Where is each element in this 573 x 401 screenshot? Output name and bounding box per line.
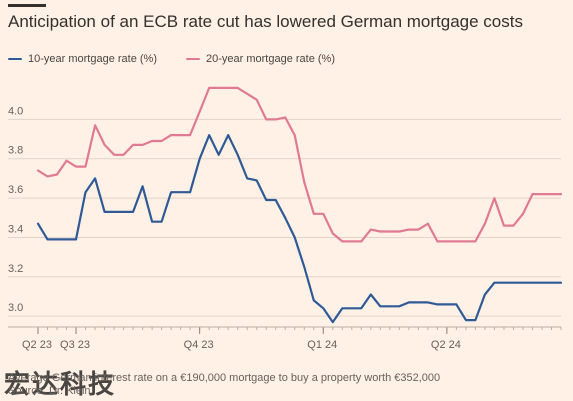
chart-footnote: Average German interest rate on a €190,0… [8, 372, 440, 398]
x-tick-label: Q3 23 [60, 339, 90, 351]
series-line-10-year [36, 134, 563, 324]
y-tick-label: 4.0 [8, 105, 23, 117]
y-axis-tick-labels: 3.0 3.2 3.4 3.6 3.8 4.0 [8, 105, 23, 314]
x-axis-ticks: Q2 23 Q3 23 Q4 23 Q1 24 Q2 24 [22, 327, 562, 351]
source-text: Source: Dr. Klein [8, 385, 91, 397]
series-line-20-year [36, 86, 563, 243]
x-tick-label: Q2 24 [431, 339, 461, 351]
y-tick-label: 3.6 [8, 184, 23, 196]
x-tick-label: Q2 23 [22, 339, 52, 351]
y-tick-label: 3.2 [8, 263, 23, 275]
legend-item-20-year: 20-year mortgage rate (%) [186, 53, 335, 65]
y-tick-label: 3.0 [8, 302, 23, 314]
legend-item-10-year: 10-year mortgage rate (%) [8, 53, 157, 65]
footnote-text: Average German interest rate on a €190,0… [8, 372, 441, 384]
y-tick-label: 3.4 [8, 223, 23, 235]
legend-label-10-year: 10-year mortgage rate (%) [28, 53, 157, 65]
watermark-logo: 宏达科技 [4, 369, 117, 399]
legend-swatch-20-year [186, 57, 200, 61]
data-series [36, 86, 563, 324]
gridlines [8, 118, 561, 317]
legend-swatch-10-year [8, 57, 22, 61]
x-tick-label: Q4 23 [184, 339, 214, 351]
legend-label-20-year: 20-year mortgage rate (%) [206, 53, 335, 65]
x-tick-label: Q1 24 [307, 339, 337, 351]
chart-title: Anticipation of an ECB rate cut has lowe… [8, 12, 523, 31]
title-accent-rule [8, 4, 46, 7]
y-tick-label: 3.8 [8, 145, 23, 157]
